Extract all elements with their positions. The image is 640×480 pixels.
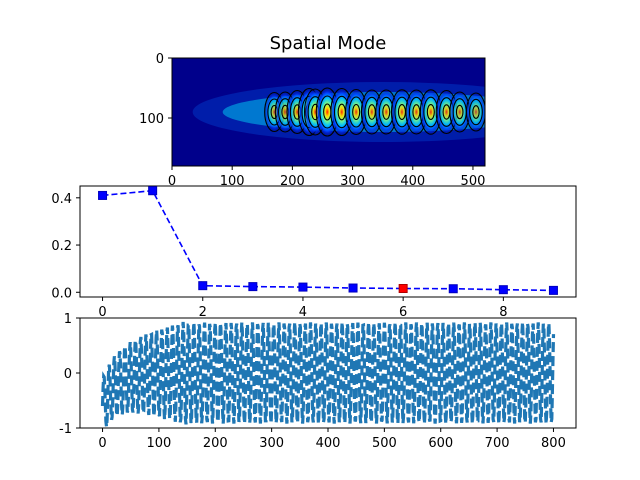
contour-line [469,98,483,126]
y-tick-label: 100 [139,112,164,127]
series-marker [498,285,508,295]
x-tick-label: 2 [199,305,207,320]
line-panel-ticks: 0 2 4 6 8 0.0 0.2 0.4 [51,192,507,320]
x-tick-label: 0 [168,174,176,189]
highlight-marker [398,283,408,293]
line-panel-frame [79,185,577,298]
signal-panel-ticks: 0 100 200 300 400 500 600 700 800 -1 0 1 [59,312,566,451]
x-tick-label: 200 [280,174,305,189]
contour-line [465,92,485,132]
x-tick-label: 8 [499,305,507,320]
x-tick-label: 0 [98,305,106,320]
series-marker [148,186,158,196]
y-tick-label: 0.4 [51,192,72,207]
x-tick-label: 300 [340,174,365,189]
x-tick-label: 400 [316,436,341,451]
x-tick-label: 200 [203,436,228,451]
x-tick-label: 100 [146,436,171,451]
series-marker [298,282,308,292]
y-tick-label: 0.2 [51,239,72,254]
series-markers [98,186,558,295]
x-tick-label: 500 [461,174,486,189]
signal-panel: 0 100 200 300 400 500 600 700 800 -1 0 1 [59,312,577,451]
x-tick-label: 4 [299,305,307,320]
x-tick-label: 300 [259,436,284,451]
contour-line [382,104,391,120]
x-tick-label: 100 [220,174,245,189]
series-marker [448,284,458,294]
line-panel: 0 2 4 6 8 0.0 0.2 0.4 [51,185,577,320]
heatmap-mode-lobes [192,82,485,142]
signal-line [100,321,556,427]
contour-line [352,103,361,121]
contour-line [455,104,464,120]
contour-line [426,104,435,120]
y-tick-label: 0 [64,367,72,382]
heatmap-ticks: 0 100 200 300 400 500 0 100 [139,52,485,189]
contour-line [367,104,376,120]
series-marker [548,285,558,295]
contour-line [397,104,406,120]
y-tick-label: 0 [156,52,164,67]
figure-title: Spatial Mode [270,33,387,54]
x-tick-label: 0 [98,436,106,451]
series-marker [248,282,258,292]
mode-lobe [345,89,367,135]
contour-line [472,105,480,119]
series-line [102,189,554,292]
series-marker [198,281,208,291]
x-tick-label: 800 [541,436,566,451]
x-tick-label: 500 [372,436,397,451]
heatmap-panel: 0 100 200 300 400 500 0 100 [139,52,486,189]
x-tick-label: 600 [428,436,453,451]
y-tick-label: 0.0 [51,286,72,301]
heatmap-frame [171,57,486,167]
x-tick-label: 700 [485,436,510,451]
series-marker [98,190,108,200]
x-tick-label: 400 [400,174,425,189]
series-marker [348,283,358,293]
x-tick-label: 6 [399,305,407,320]
y-tick-label: -1 [59,422,72,437]
y-tick-label: 1 [64,312,72,327]
